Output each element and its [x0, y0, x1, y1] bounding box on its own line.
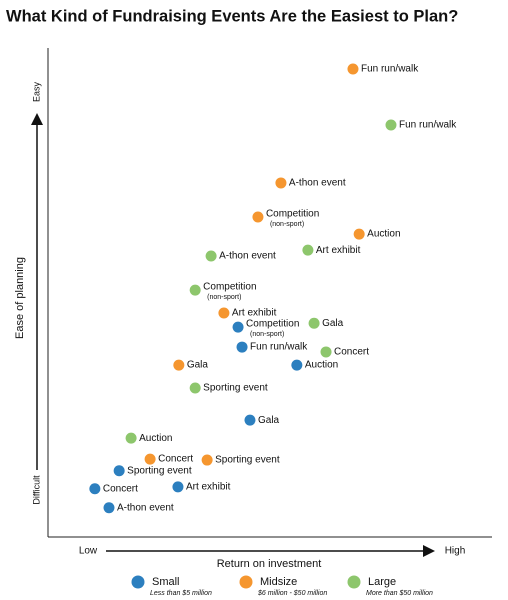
point-label: Art exhibit — [232, 308, 277, 319]
point-label: Gala — [258, 415, 280, 426]
legend-label: Small — [152, 576, 180, 588]
point — [89, 483, 101, 495]
point-label: Auction — [305, 360, 338, 371]
point — [353, 228, 365, 240]
point-label: Sporting event — [203, 383, 268, 394]
point — [205, 250, 217, 262]
point-sublabel: (non-sport) — [250, 331, 284, 338]
point-label: Competition — [266, 209, 319, 220]
point-label: Art exhibit — [186, 481, 231, 492]
legend-swatch — [131, 575, 145, 589]
point — [385, 119, 397, 131]
legend-description: $6 million - $50 million — [257, 590, 327, 597]
point-label: A-thon event — [219, 251, 276, 262]
legend-label: Large — [368, 576, 396, 588]
point-label: Fun run/walk — [250, 342, 308, 353]
point-label: Concert — [158, 454, 193, 465]
legend-swatch — [347, 575, 361, 589]
point-label: Gala — [187, 360, 209, 371]
point-sublabel: (non-sport) — [270, 221, 304, 228]
point-label: Auction — [139, 433, 172, 444]
legend-description: Less than $5 million — [150, 590, 212, 597]
point-label: Competition — [203, 282, 256, 293]
point — [218, 307, 230, 319]
point — [189, 382, 201, 394]
chart-title: What Kind of Fundraising Events Are the … — [6, 7, 458, 25]
point-label: Art exhibit — [316, 245, 361, 256]
x-high-label: High — [445, 546, 466, 557]
point-label: Fun run/walk — [361, 64, 419, 75]
legend-description: More than $50 million — [366, 590, 433, 597]
point — [103, 502, 115, 514]
point-label: Fun run/walk — [399, 120, 457, 131]
point-label: Gala — [322, 318, 344, 329]
point-label: A-thon event — [117, 502, 174, 513]
point-label: Concert — [334, 347, 369, 358]
point-label: Auction — [367, 229, 400, 240]
legend-label: Midsize — [260, 576, 297, 588]
point-sublabel: (non-sport) — [207, 294, 241, 301]
point-label: Sporting event — [215, 455, 280, 466]
point — [302, 244, 314, 256]
point — [308, 317, 320, 329]
y-low-label: Difficult — [31, 475, 41, 505]
point — [125, 432, 137, 444]
point — [113, 465, 125, 477]
point — [201, 454, 213, 466]
point-label: Concert — [103, 483, 138, 494]
legend-swatch — [239, 575, 253, 589]
x-axis-title: Return on investment — [217, 558, 322, 570]
point — [291, 359, 303, 371]
point — [252, 211, 264, 223]
point — [320, 346, 332, 358]
point-label: A-thon event — [289, 178, 346, 189]
y-high-label: Easy — [31, 81, 41, 102]
point — [189, 284, 201, 296]
point — [232, 321, 244, 333]
point — [172, 481, 184, 493]
point — [144, 453, 156, 465]
point-label: Sporting event — [127, 465, 192, 476]
x-low-label: Low — [79, 546, 98, 557]
point — [236, 341, 248, 353]
point — [244, 414, 256, 426]
point-label: Competition — [246, 319, 299, 330]
point — [173, 359, 185, 371]
point — [347, 63, 359, 75]
point — [275, 177, 287, 189]
y-axis-title: Ease of planning — [14, 257, 26, 339]
